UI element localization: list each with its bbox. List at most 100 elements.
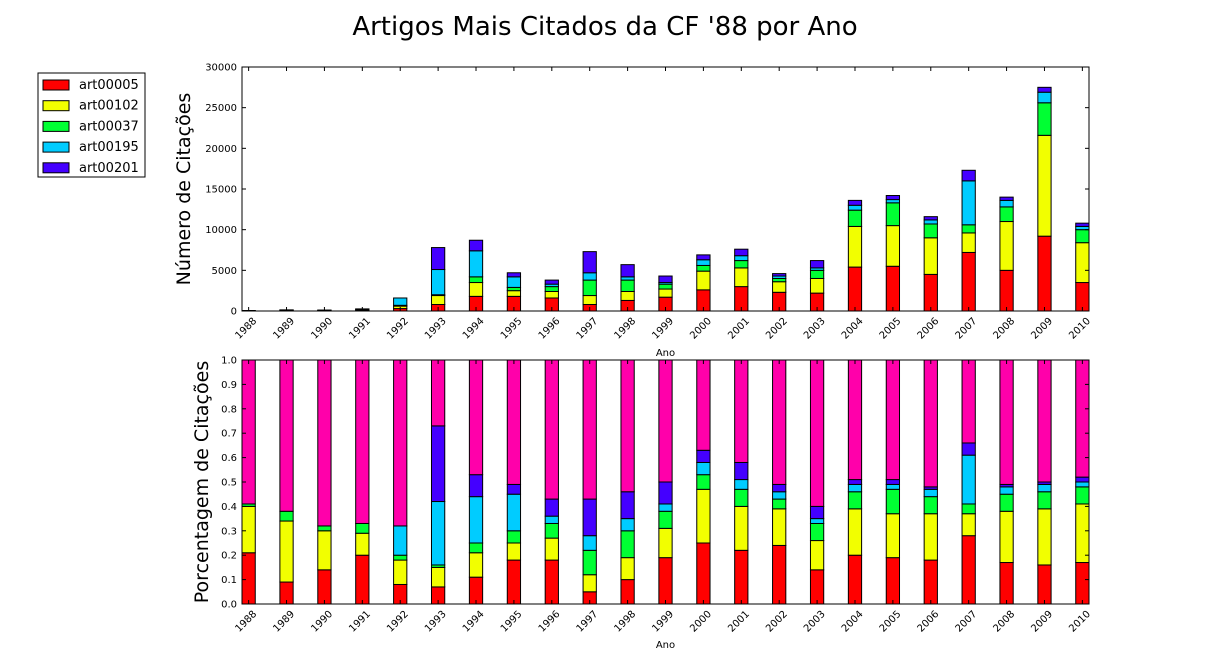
bar-remainder-2004 xyxy=(847,359,863,481)
bar-art00102-2003 xyxy=(809,540,825,571)
bar-art00037-1999 xyxy=(658,283,673,290)
y-tick-label: 10000 xyxy=(205,225,237,236)
bar-art00037-1991 xyxy=(355,522,370,534)
bar-art00102-2009 xyxy=(1037,508,1052,566)
bar-art00005-2009 xyxy=(1037,235,1052,312)
bar-art00005-2007 xyxy=(961,251,976,312)
bar-art00005-2005 xyxy=(885,265,901,312)
bar-remainder-2010 xyxy=(1075,359,1090,478)
x-tick-label-1988: 1988 xyxy=(234,609,260,635)
bar-art00037-2010 xyxy=(1075,229,1090,244)
bar-art00201-2007 xyxy=(961,442,976,456)
bar-art00102-2001 xyxy=(734,267,749,288)
x-tick-label-2003: 2003 xyxy=(802,609,828,635)
bar-art00102-2007 xyxy=(961,232,976,253)
legend: art00005 art00102 art00037 art00195 art00201 xyxy=(37,72,146,178)
bar-art00195-1998 xyxy=(620,518,635,532)
bar-art00195-1993 xyxy=(430,269,446,296)
bar-art00005-2004 xyxy=(847,554,863,605)
bar-art00102-2002 xyxy=(772,508,787,546)
x-tick-label-1996: 1996 xyxy=(537,316,563,342)
y-tick-label: 1.0 xyxy=(221,356,237,367)
bar-art00102-1994 xyxy=(468,552,484,578)
bar-art00102-2008 xyxy=(999,221,1014,271)
bar-remainder-1995 xyxy=(506,359,522,485)
bar-art00005-2006 xyxy=(923,559,938,605)
bar-art00201-1994 xyxy=(468,474,484,498)
bar-art00102-2004 xyxy=(847,225,863,268)
bar-art00102-2010 xyxy=(1075,503,1090,564)
bar-art00037-1996 xyxy=(544,286,559,292)
x-tick-label-2001: 2001 xyxy=(726,316,752,342)
bar-art00037-2008 xyxy=(999,493,1014,512)
bar-art00201-1993 xyxy=(430,425,446,503)
bar-art00195-2001 xyxy=(734,479,749,490)
bar-art00201-1995 xyxy=(506,272,522,278)
bar-art00037-1997 xyxy=(582,279,597,297)
x-tick-label-1995: 1995 xyxy=(499,609,525,635)
x-tick-label-2001: 2001 xyxy=(726,609,752,635)
bar-art00201-2010 xyxy=(1075,476,1090,483)
bar-art00201-2010 xyxy=(1075,222,1090,227)
bar-art00005-2010 xyxy=(1075,562,1090,605)
bar-art00102-2000 xyxy=(696,488,711,544)
y-tick-label: 0.1 xyxy=(221,575,237,586)
y-tick-label: 5000 xyxy=(212,266,237,277)
bar-art00005-2010 xyxy=(1075,282,1090,312)
bar-art00102-1999 xyxy=(658,527,673,559)
bar-art00201-2001 xyxy=(734,461,749,481)
bar-art00102-1999 xyxy=(658,288,673,298)
bar-art00201-1996 xyxy=(544,279,559,285)
bar-art00201-2002 xyxy=(772,273,787,277)
x-tick-label-1998: 1998 xyxy=(612,609,638,635)
bar-art00005-2008 xyxy=(999,562,1014,605)
bar-art00102-1995 xyxy=(506,290,522,297)
x-tick-label-2007: 2007 xyxy=(954,316,980,342)
bar-art00037-2007 xyxy=(961,224,976,234)
x-tick-label-1992: 1992 xyxy=(385,609,411,635)
x-tick-label-2009: 2009 xyxy=(1029,316,1055,342)
bar-art00195-2007 xyxy=(961,180,976,226)
bar-art00005-2004 xyxy=(847,266,863,312)
bar-art00195-2004 xyxy=(847,204,863,211)
bar-art00195-2003 xyxy=(809,518,825,524)
x-tick-label-1989: 1989 xyxy=(271,316,297,342)
bar-art00005-2000 xyxy=(696,542,711,605)
x-tick-label-2007: 2007 xyxy=(954,609,980,635)
bar-remainder-1994 xyxy=(468,359,484,476)
x-tick-label-1995: 1995 xyxy=(499,316,525,342)
bar-art00102-2000 xyxy=(696,270,711,291)
bar-art00102-2003 xyxy=(809,277,825,294)
bar-art00005-2003 xyxy=(809,569,825,605)
bar-remainder-1992 xyxy=(393,359,408,527)
bar-art00037-1999 xyxy=(658,510,673,529)
x-tick-label-1996: 1996 xyxy=(537,609,563,635)
bar-art00201-2002 xyxy=(772,483,787,493)
bar-art00005-2009 xyxy=(1037,564,1052,605)
y-tick-label: 0.7 xyxy=(221,429,237,440)
x-tick-label-2006: 2006 xyxy=(916,316,942,342)
bar-art00102-1992 xyxy=(393,559,408,585)
bar-art00102-1990 xyxy=(317,530,332,571)
bar-remainder-2003 xyxy=(809,359,825,507)
percent-x-axis-label: Ano xyxy=(656,640,675,651)
y-tick-label: 0.5 xyxy=(221,478,237,489)
bar-art00102-2004 xyxy=(847,508,863,556)
x-tick-label-2006: 2006 xyxy=(916,609,942,635)
plot-frame xyxy=(241,359,1090,605)
bar-art00102-1998 xyxy=(620,557,635,581)
bar-remainder-2007 xyxy=(961,359,976,444)
bar-art00102-1994 xyxy=(468,282,484,297)
bar-art00037-2003 xyxy=(809,522,825,542)
bar-art00195-1994 xyxy=(468,496,484,544)
bar-art00037-2005 xyxy=(885,488,901,515)
bar-art00201-2001 xyxy=(734,248,749,257)
bar-art00037-2001 xyxy=(734,260,749,269)
bar-art00005-2005 xyxy=(885,557,901,605)
bar-art00102-2008 xyxy=(999,510,1014,564)
y-tick-label: 0.3 xyxy=(221,526,237,537)
bar-art00195-2000 xyxy=(696,259,711,266)
legend-swatch-art00037 xyxy=(42,120,70,132)
x-tick-label-1993: 1993 xyxy=(423,316,449,342)
